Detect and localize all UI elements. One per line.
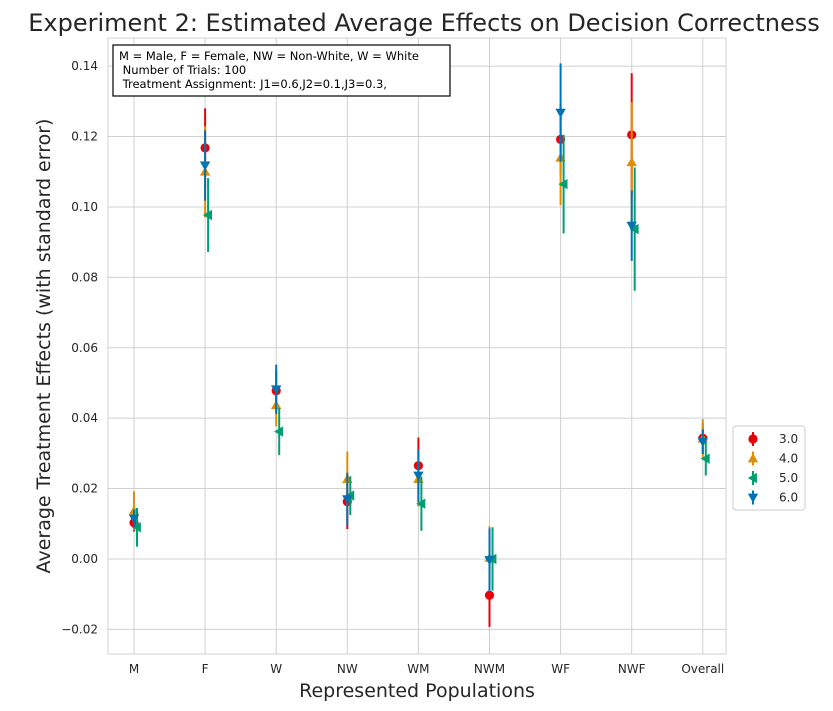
y-tick-label: 0.12 [71, 130, 98, 144]
x-tick-label: NW [337, 662, 358, 676]
annotation-line-1: M = Male, F = Female, NW = Non-White, W … [119, 49, 419, 63]
x-tick-label: WM [407, 662, 429, 676]
x-tick-label: F [202, 662, 209, 676]
legend: 3.0 4.0 5.0 6.0 [732, 425, 806, 511]
y-axis-label: Average Treatment Effects (with standard… [33, 119, 55, 574]
data-point [697, 437, 708, 447]
annotation-box: M = Male, F = Female, NW = Non-White, W … [112, 44, 451, 97]
data-point [416, 498, 426, 509]
data-point [202, 209, 212, 221]
y-tick-label: 0.02 [71, 482, 98, 496]
y-tick-label: 0.06 [71, 341, 98, 355]
data-point [131, 522, 141, 533]
annotation-line-2: Number of Trials: 100 [119, 63, 246, 77]
legend-label: 4.0 [779, 452, 798, 466]
x-tick-label: WF [551, 662, 570, 676]
data-point [413, 471, 424, 481]
data-point [555, 108, 566, 118]
y-tick-label: 0.04 [71, 411, 98, 425]
legend-label: 5.0 [779, 471, 798, 485]
data-point [626, 157, 637, 167]
x-tick-label: M [129, 662, 139, 676]
legend-marker [748, 434, 758, 444]
legend-label: 6.0 [779, 491, 798, 505]
y-tick-label: 0.08 [71, 270, 98, 284]
y-tick-label: −0.02 [61, 622, 98, 636]
legend-frame [732, 425, 806, 511]
data-point [700, 453, 710, 464]
plot-frame [107, 37, 727, 655]
legend-label: 3.0 [779, 432, 798, 446]
x-axis-ticks: M F W NW WM NWM WF NWF Overall [129, 662, 724, 676]
data-point [626, 221, 637, 231]
data-point [271, 385, 282, 395]
grid [108, 38, 726, 654]
series-6.0 [128, 63, 708, 592]
data-point [484, 556, 495, 566]
legend-marker [747, 493, 759, 503]
data-series [128, 63, 710, 627]
x-axis-label: Represented Populations [299, 680, 535, 702]
x-tick-label: NWF [618, 662, 646, 676]
x-tick-label: NWM [474, 662, 505, 676]
chart-title: Experiment 2: Estimated Average Effects … [28, 9, 819, 37]
data-point [558, 178, 568, 190]
y-tick-label: 0.10 [71, 200, 98, 214]
annotation-frame [112, 44, 451, 97]
x-tick-label: Overall [681, 662, 724, 676]
data-point [274, 426, 284, 437]
legend-marker [747, 453, 759, 463]
legend-marker [747, 472, 757, 484]
data-point [128, 514, 140, 524]
annotation-line-3: Treatment Assignment: J1=0.6,J2=0.1,J3=0… [119, 77, 387, 91]
y-tick-label: 0.14 [71, 59, 98, 73]
x-tick-label: W [270, 662, 282, 676]
y-axis-ticks: −0.02 0.00 0.02 0.04 0.06 0.08 0.10 0.12 0.14 [61, 59, 98, 636]
series-5.0 [131, 134, 710, 591]
y-tick-label: 0.00 [71, 552, 98, 566]
data-point [342, 495, 353, 505]
data-point [629, 223, 639, 235]
data-point [484, 590, 495, 600]
data-point [199, 161, 211, 171]
